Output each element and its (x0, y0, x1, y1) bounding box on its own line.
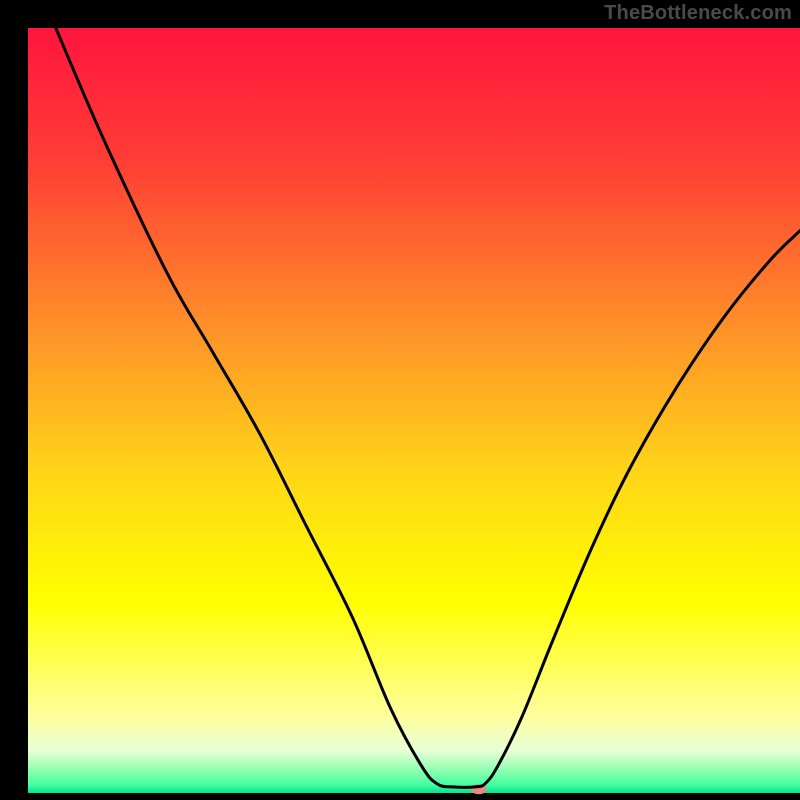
watermark-text: TheBottleneck.com (604, 2, 792, 25)
chart-container: TheBottleneck.com (0, 0, 800, 800)
chart-gradient-background (28, 28, 800, 793)
bottleneck-chart (0, 0, 800, 800)
